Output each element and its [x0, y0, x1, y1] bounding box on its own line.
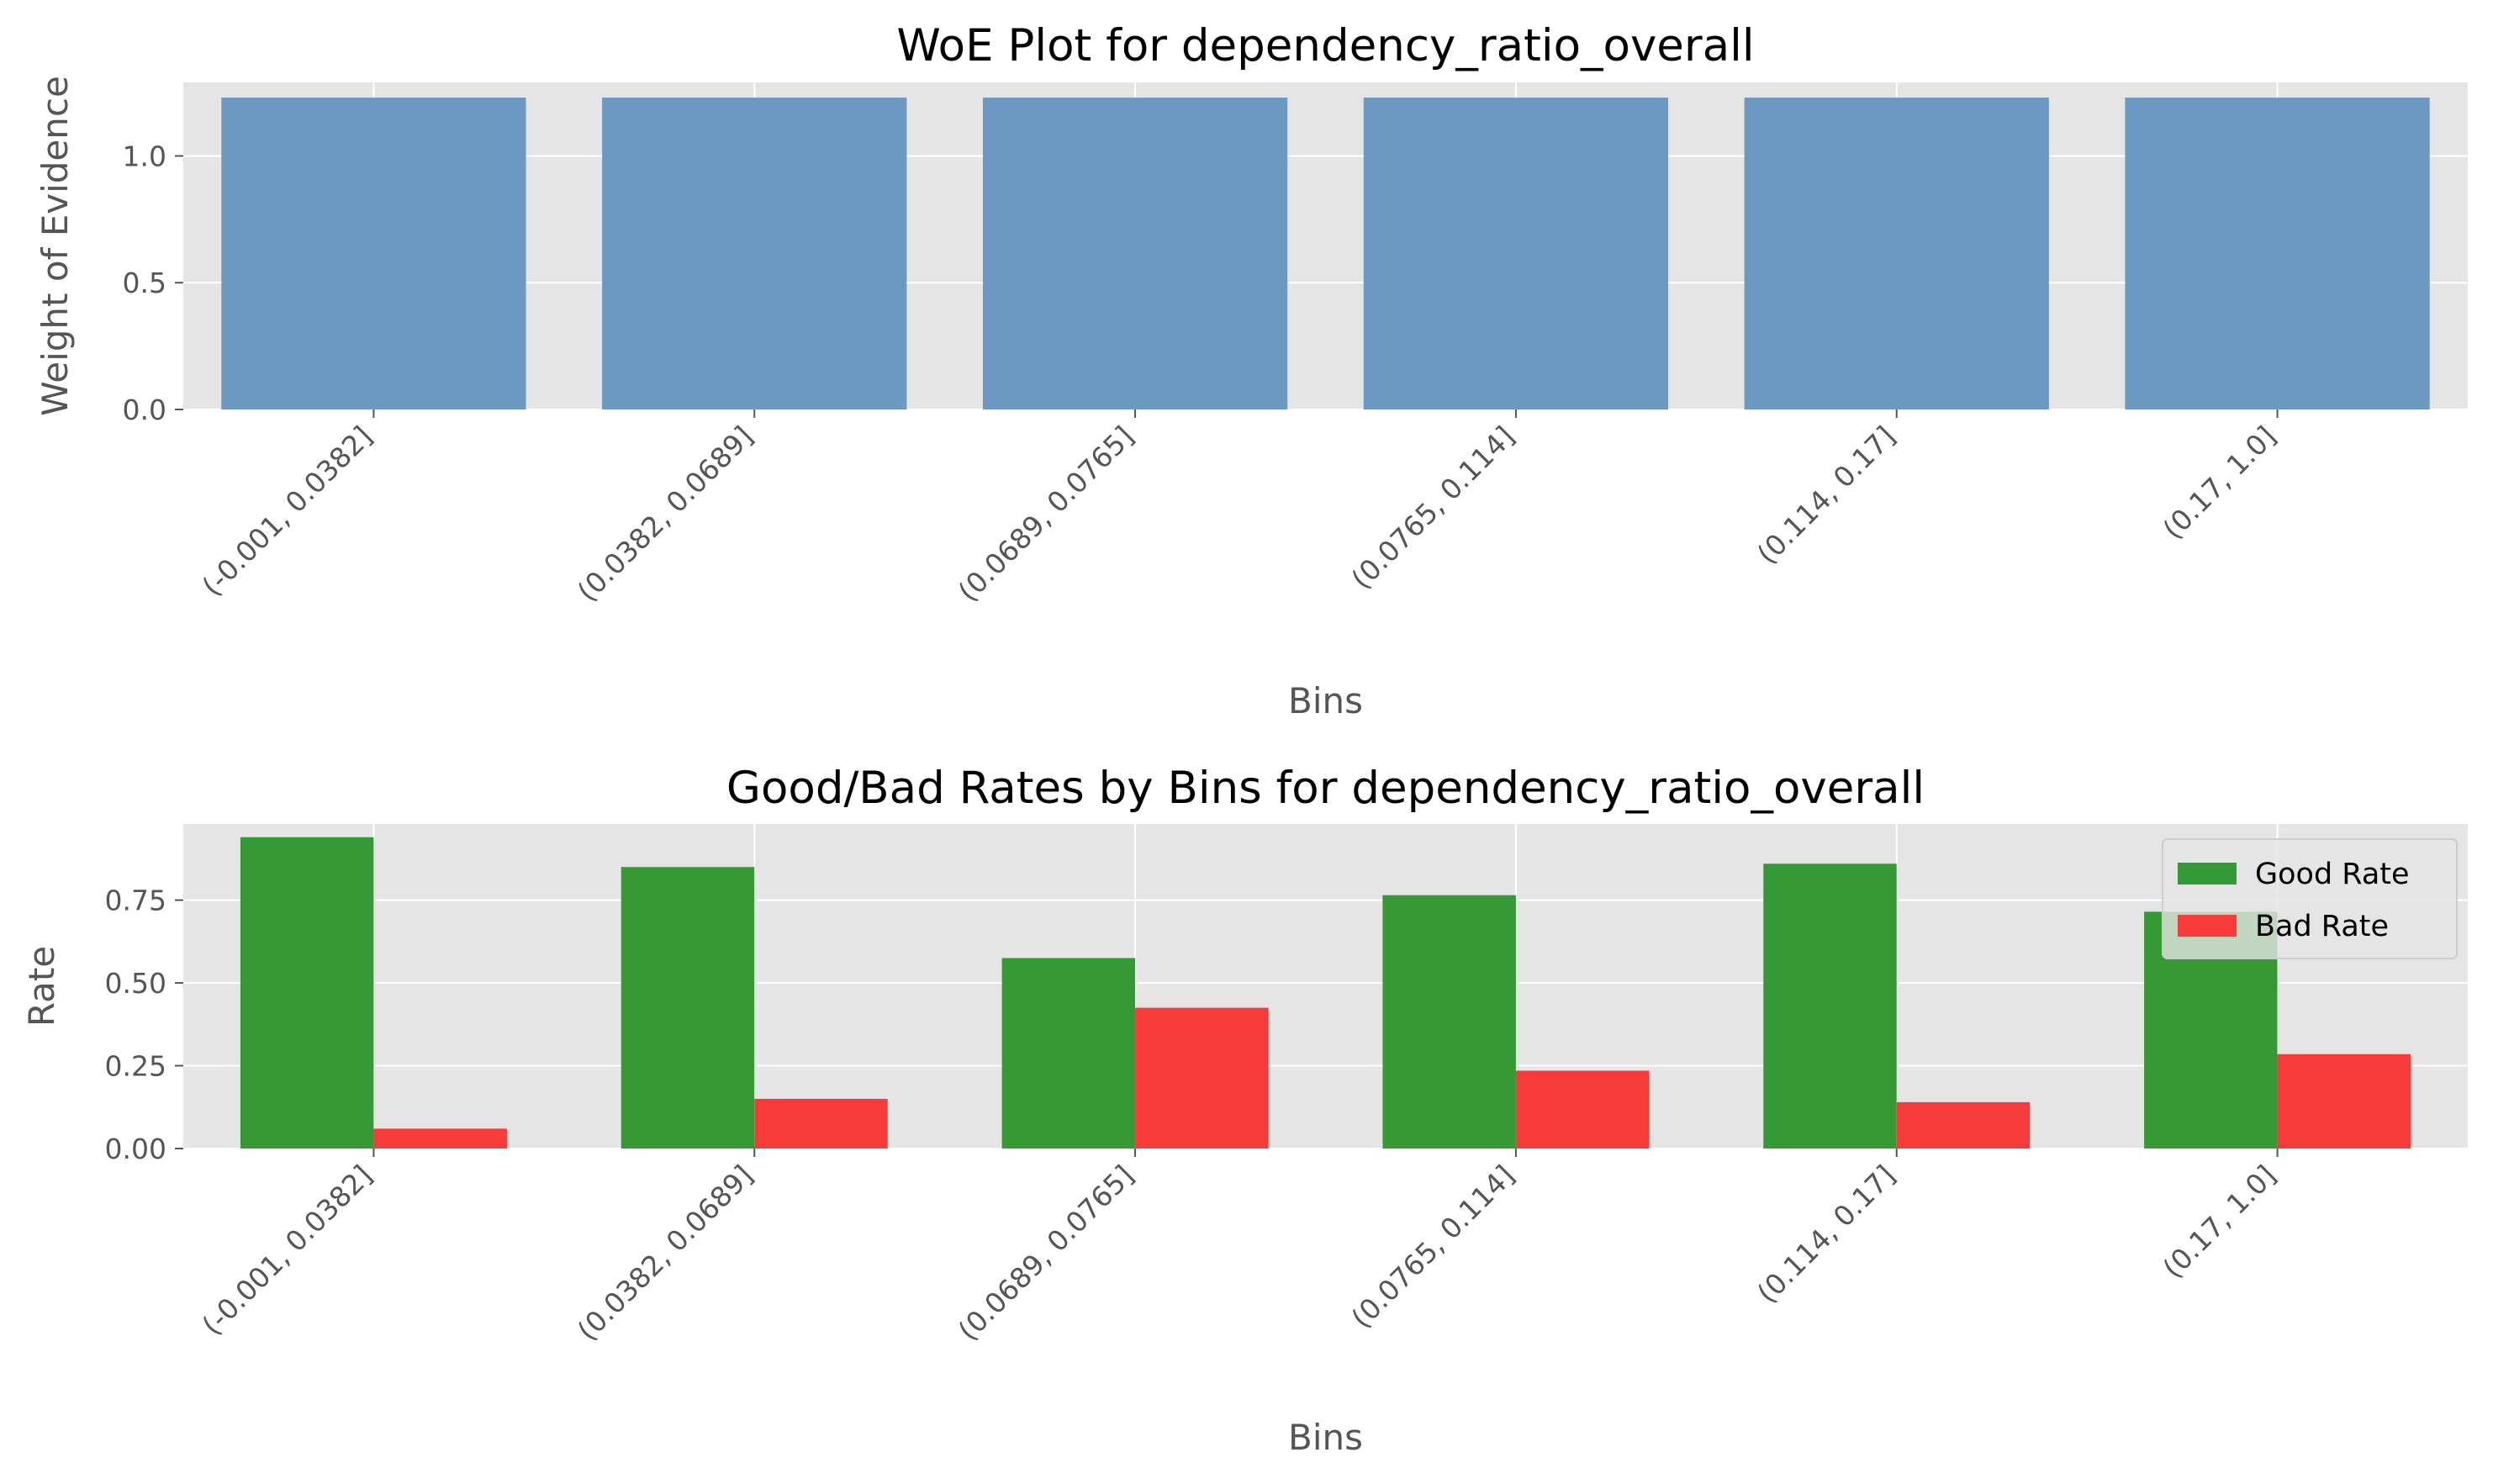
woe-plot-area — [183, 82, 2468, 409]
x-tick-label: (0.0382, 0.0689] — [571, 1159, 759, 1347]
x-tick-label: (0.0765, 0.114] — [1345, 420, 1521, 595]
rates-chart: 0.00 0.25 0.50 0.75 (-0.001, 0.0382] (0.0382… — [21, 763, 2468, 1458]
woe-bars — [221, 98, 2430, 410]
x-tick-label: (0.0765, 0.114] — [1345, 1159, 1521, 1334]
woe-bar — [221, 98, 526, 410]
legend-label-bad-rate: Bad Rate — [2255, 910, 2389, 943]
y-tick-label: 0.0 — [123, 393, 166, 426]
good-rate-bar — [240, 837, 374, 1149]
x-tick-label: (0.0689, 0.0765] — [952, 1159, 1140, 1347]
bad-rate-bar — [754, 1098, 888, 1149]
legend: Good Rate Bad Rate — [2162, 838, 2458, 959]
legend-swatch-good-rate — [2178, 863, 2237, 885]
good-rate-bar — [1001, 958, 1136, 1149]
bad-rate-bar — [1515, 1070, 1650, 1149]
woe-bar — [1363, 98, 1669, 410]
x-tick-label: (0.17, 1.0] — [2157, 1159, 2283, 1285]
rates-x-axis-label: Bins — [1288, 1417, 1363, 1458]
rates-y-ticks: 0.00 0.25 0.50 0.75 — [105, 885, 183, 1165]
x-tick-label: (-0.001, 0.0382] — [196, 1159, 378, 1341]
woe-y-ticks: 0.0 0.5 1.0 — [123, 140, 183, 426]
x-tick-label: (-0.001, 0.0382] — [196, 420, 378, 602]
woe-bar — [602, 98, 907, 410]
woe-chart: 0.0 0.5 1.0 (-0.001, 0.0382] (0.0382, 0.068… — [34, 20, 2468, 721]
bad-rate-bar — [2277, 1054, 2411, 1149]
good-rate-bar — [1763, 863, 1897, 1149]
woe-chart-title: WoE Plot for dependency_ratio_overall — [896, 20, 1754, 71]
y-tick-label: 1.0 — [123, 140, 166, 172]
x-tick-label: (0.0689, 0.0765] — [952, 420, 1140, 608]
good-rate-bar — [1382, 895, 1516, 1149]
x-tick-label: (0.114, 0.17] — [1751, 420, 1901, 570]
bad-rate-bar — [1135, 1007, 1269, 1149]
good-rate-bar — [621, 867, 755, 1149]
legend-swatch-bad-rate — [2178, 915, 2237, 937]
woe-bar — [982, 98, 1288, 410]
y-tick-label: 0.5 — [123, 267, 166, 299]
woe-y-axis-label: Weight of Evidence — [34, 76, 76, 416]
x-tick-label: (0.114, 0.17] — [1751, 1159, 1901, 1309]
y-tick-label: 0.75 — [105, 885, 166, 917]
woe-bar — [1744, 98, 2049, 410]
x-tick-label: (0.17, 1.0] — [2157, 420, 2283, 546]
y-tick-label: 0.00 — [105, 1133, 166, 1165]
rates-x-ticks: (-0.001, 0.0382] (0.0382, 0.0689] (0.0689,… — [196, 1149, 2283, 1347]
bad-rate-bar — [1896, 1101, 2031, 1149]
legend-label-good-rate: Good Rate — [2255, 858, 2410, 891]
y-tick-label: 0.50 — [105, 967, 166, 1000]
woe-x-ticks: (-0.001, 0.0382] (0.0382, 0.0689] (0.0689,… — [196, 409, 2283, 608]
rates-y-axis-label: Rate — [21, 946, 62, 1027]
rates-chart-title: Good/Bad Rates by Bins for dependency_ra… — [726, 763, 1925, 814]
y-tick-label: 0.25 — [105, 1050, 166, 1083]
bad-rate-bar — [373, 1128, 507, 1149]
woe-x-axis-label: Bins — [1288, 680, 1363, 721]
woe-bar — [2125, 98, 2430, 410]
x-tick-label: (0.0382, 0.0689] — [571, 420, 759, 608]
rates-plot-area — [183, 824, 2468, 1149]
